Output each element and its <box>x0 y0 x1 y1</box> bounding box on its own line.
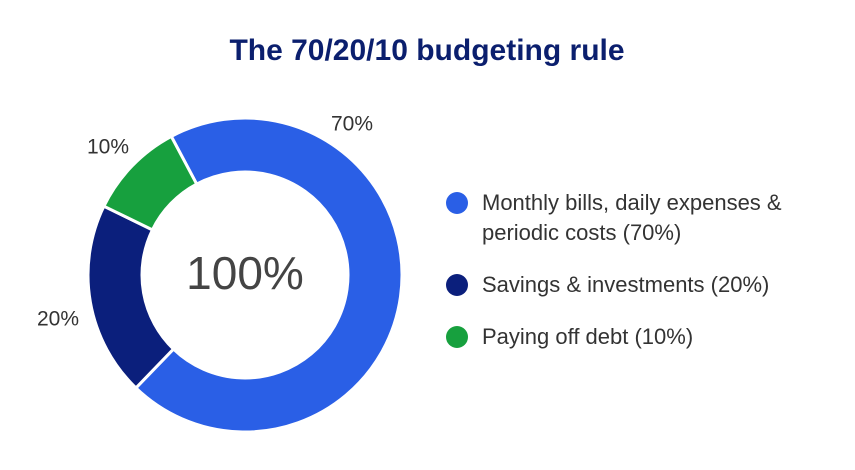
legend-item: Monthly bills, daily expenses & periodic… <box>446 188 846 248</box>
legend-marker <box>446 326 468 348</box>
value-label: 10% <box>87 136 129 159</box>
legend-label: Savings & investments (20%) <box>482 272 770 297</box>
legend-label: Monthly bills, daily expenses & periodic… <box>482 190 782 245</box>
legend-label: Paying off debt (10%) <box>482 324 694 349</box>
center-label: 100% <box>186 247 304 299</box>
slice <box>133 116 404 434</box>
value-label: 70% <box>331 113 373 136</box>
slice <box>101 134 199 232</box>
legend-marker <box>446 192 468 214</box>
legend-item: Savings & investments (20%) <box>446 270 846 300</box>
slice <box>86 204 176 391</box>
legend-marker <box>446 274 468 296</box>
value-label: 20% <box>37 308 79 331</box>
chart-title: The 70/20/10 budgeting rule <box>229 34 624 67</box>
legend-item: Paying off debt (10%) <box>446 322 846 352</box>
legend: Monthly bills, daily expenses & periodic… <box>446 188 846 374</box>
